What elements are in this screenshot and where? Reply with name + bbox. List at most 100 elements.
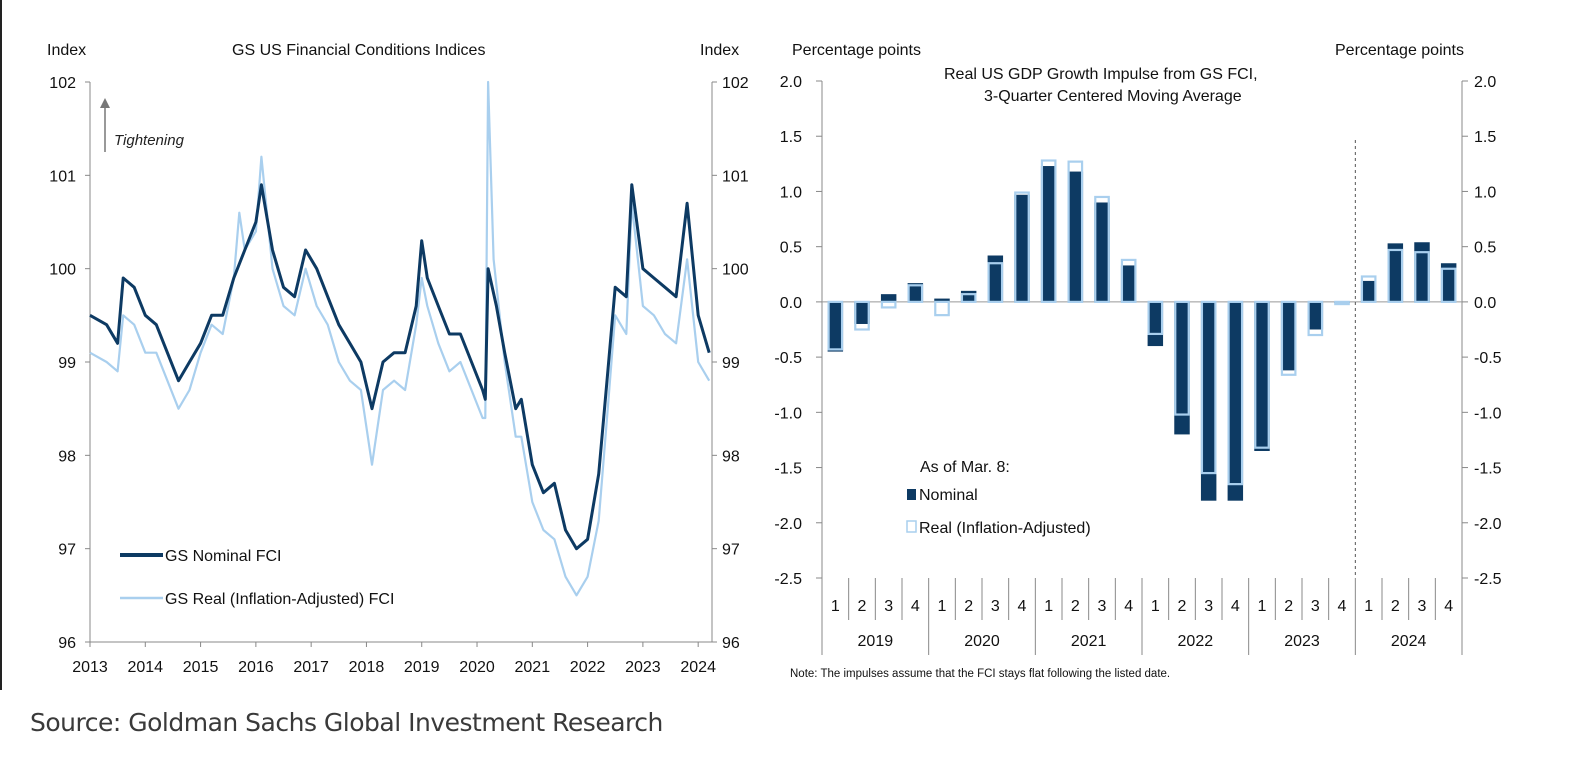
bar-nominal xyxy=(1307,301,1324,330)
y-tick-label-right: -1.0 xyxy=(1474,405,1502,422)
bar-nominal xyxy=(1227,301,1244,501)
bar-nominal xyxy=(1174,301,1190,435)
bar-real xyxy=(1254,300,1270,449)
bar-real xyxy=(1227,300,1244,486)
bar-nominal xyxy=(960,290,977,302)
quarter-label: 2 xyxy=(1284,598,1293,615)
bar-real xyxy=(854,300,870,331)
bar-nominal xyxy=(1067,171,1084,302)
x-tick-label: 2022 xyxy=(570,659,606,676)
quarter-label: 2 xyxy=(1178,598,1187,615)
quarter-label: 4 xyxy=(1018,598,1027,615)
bar-nominal xyxy=(1014,194,1030,302)
quarter-label: 4 xyxy=(1231,598,1240,615)
bar-nominal xyxy=(1200,301,1217,501)
legend-label: GS Nominal FCI xyxy=(165,548,281,565)
legend-label: Nominal xyxy=(919,487,978,504)
y-tick-label-left: 99 xyxy=(58,355,76,372)
quarter-label: 3 xyxy=(884,598,893,615)
bar-nominal xyxy=(880,294,897,302)
legend-label: GS Real (Inflation-Adjusted) FCI xyxy=(165,591,394,608)
quarter-label: 2 xyxy=(1391,598,1400,615)
source-note: Source: Goldman Sachs Global Investment … xyxy=(30,708,663,737)
legend-swatch-real xyxy=(906,520,917,533)
bar-real xyxy=(1280,300,1297,376)
quarter-label: 1 xyxy=(1151,598,1160,615)
y-tick-label-right: -2.5 xyxy=(1474,571,1502,588)
bar-nominal xyxy=(1387,243,1404,302)
left-chart-ylabel-left: Index xyxy=(47,42,87,59)
right-chart-subtitle: 3-Quarter Centered Moving Average xyxy=(984,88,1242,105)
bar-real xyxy=(1307,300,1324,337)
quarter-label: 3 xyxy=(1098,598,1107,615)
bar-real xyxy=(1200,300,1217,475)
quarter-label: 1 xyxy=(831,598,840,615)
y-tick-label-left: 98 xyxy=(58,448,76,465)
bar-real xyxy=(1414,251,1430,303)
y-tick-label-left: 0.5 xyxy=(780,240,802,257)
quarter-label: 4 xyxy=(911,598,920,615)
bar-real xyxy=(960,293,977,303)
x-tick-label: 2016 xyxy=(238,659,274,676)
quarter-label: 4 xyxy=(1338,598,1347,615)
bar-real xyxy=(880,300,897,309)
year-label: 2020 xyxy=(964,633,1000,650)
bar-nominal xyxy=(1040,166,1057,302)
x-tick-label: 2023 xyxy=(625,659,661,676)
x-tick-label: 2017 xyxy=(293,659,329,676)
bar-nominal xyxy=(1414,242,1430,302)
quarter-label: 3 xyxy=(991,598,1000,615)
right-chart-ylabel-right: Percentage points xyxy=(1335,42,1464,59)
bar-real xyxy=(1067,160,1084,303)
tightening-annotation: Tightening xyxy=(114,132,185,149)
bar-real xyxy=(1094,195,1110,303)
bar-nominal xyxy=(854,301,870,324)
bar-real xyxy=(987,262,1004,303)
x-tick-label: 2021 xyxy=(515,659,551,676)
bar-nominal xyxy=(1147,301,1164,347)
bar-nominal xyxy=(827,301,844,352)
bar-nominal xyxy=(1360,280,1377,302)
bar-nominal xyxy=(1254,301,1270,451)
y-tick-label-left: 101 xyxy=(49,168,76,185)
y-tick-label-left: -1.0 xyxy=(774,405,802,422)
bar-real xyxy=(1147,300,1164,336)
bar-nominal xyxy=(1280,301,1297,371)
quarter-label: 3 xyxy=(1204,598,1213,615)
y-tick-label-left: -1.5 xyxy=(774,461,802,478)
quarter-label: 3 xyxy=(1418,598,1427,615)
y-tick-label-right: 102 xyxy=(722,75,749,92)
y-tick-label-left: 100 xyxy=(49,262,76,279)
x-tick-label: 2020 xyxy=(459,659,495,676)
quarter-label: 1 xyxy=(1044,598,1053,615)
y-tick-label-left: -2.0 xyxy=(774,516,802,533)
bar-nominal xyxy=(1094,202,1110,302)
quarter-label: 3 xyxy=(1311,598,1320,615)
bar-real xyxy=(1174,300,1190,416)
right-chart-ylabel-left: Percentage points xyxy=(792,42,921,59)
bar-nominal xyxy=(934,298,950,302)
x-tick-label: 2015 xyxy=(183,659,219,676)
y-tick-label-right: 99 xyxy=(722,355,740,372)
year-label: 2024 xyxy=(1391,633,1427,650)
quarter-label: 2 xyxy=(1071,598,1080,615)
y-tick-label-right: 2.0 xyxy=(1474,74,1496,91)
gdp-impulse-bar-chart: -2.5 -2.5 -2.0 -2.0 -1.5 -1.5 -1.0 -1.0 -0.5 -0.5… xyxy=(774,74,1501,680)
y-tick-label-left: 102 xyxy=(49,75,76,92)
x-tick-label: 2019 xyxy=(404,659,440,676)
left-border xyxy=(0,0,2,690)
legend-label: Real (Inflation-Adjusted) xyxy=(919,520,1091,537)
bar-real xyxy=(1040,159,1057,303)
y-tick-label-left: 1.5 xyxy=(780,129,802,146)
left-chart-title: GS US Financial Conditions Indices xyxy=(232,42,486,59)
quarter-label: 1 xyxy=(1364,598,1373,615)
bar-real xyxy=(934,300,950,317)
y-tick-label-left: -0.5 xyxy=(774,350,802,367)
quarter-label: 2 xyxy=(858,598,867,615)
x-tick-label: 2024 xyxy=(680,659,716,676)
bar-real xyxy=(1387,248,1404,303)
y-tick-label-right: 97 xyxy=(722,542,740,559)
tightening-arrowhead-icon xyxy=(100,98,110,108)
x-tick-label: 2014 xyxy=(127,659,163,676)
